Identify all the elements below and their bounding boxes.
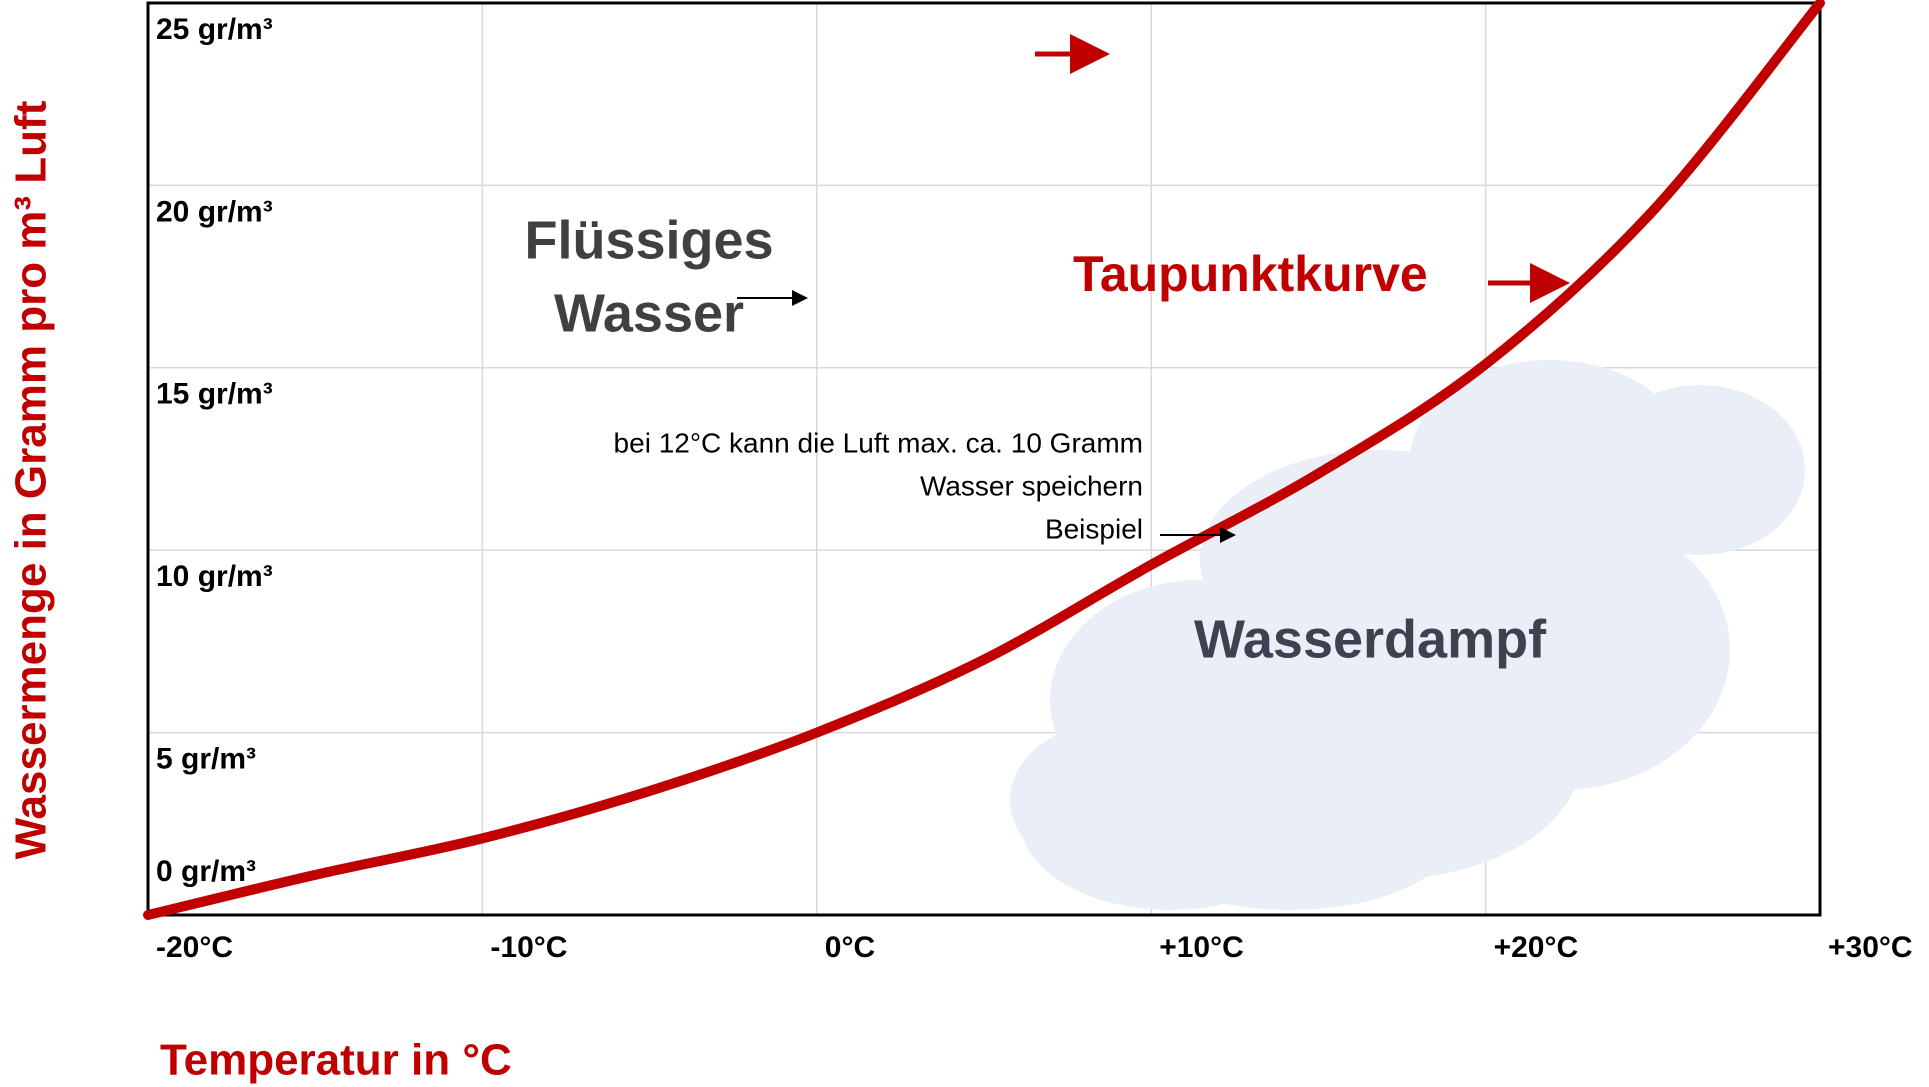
x-tick-label: 0°C — [825, 931, 875, 964]
x-axis-label: Temperatur in °C — [160, 1036, 512, 1085]
annotation: Wasser speichern — [920, 470, 1143, 501]
annotation: Wasserdampf — [1194, 609, 1547, 669]
y-tick-label: 25 gr/m³ — [156, 13, 273, 46]
x-tick-label: -20°C — [156, 931, 233, 964]
line-series — [143, 0, 1825, 920]
y-tick-label: 0 gr/m³ — [156, 855, 256, 888]
cloud — [1010, 360, 1805, 910]
x-tick-label: -10°C — [490, 931, 567, 964]
x-tick-label: +20°C — [1494, 931, 1579, 964]
y-tick-label: 5 gr/m³ — [156, 743, 256, 776]
annotation: Flüssiges — [524, 210, 773, 270]
y-axis-label: Wassermenge in Gramm pro m³ Luft — [7, 100, 56, 859]
y-tick-label: 15 gr/m³ — [156, 378, 273, 411]
annotation: Beispiel — [1045, 513, 1143, 544]
x-tick-label: +30°C — [1828, 931, 1913, 964]
y-tick-label: 10 gr/m³ — [156, 560, 273, 593]
y-tick-label: 20 gr/m³ — [156, 195, 273, 228]
annotation: bei 12°C kann die Luft max. ca. 10 Gramm — [614, 427, 1143, 458]
marks — [143, 0, 1825, 920]
series-label: Taupunktkurve — [1073, 246, 1428, 302]
x-tick-label: +10°C — [1159, 931, 1244, 964]
plot-frame — [146, 1, 1822, 917]
annotation: Wasser — [554, 283, 744, 343]
